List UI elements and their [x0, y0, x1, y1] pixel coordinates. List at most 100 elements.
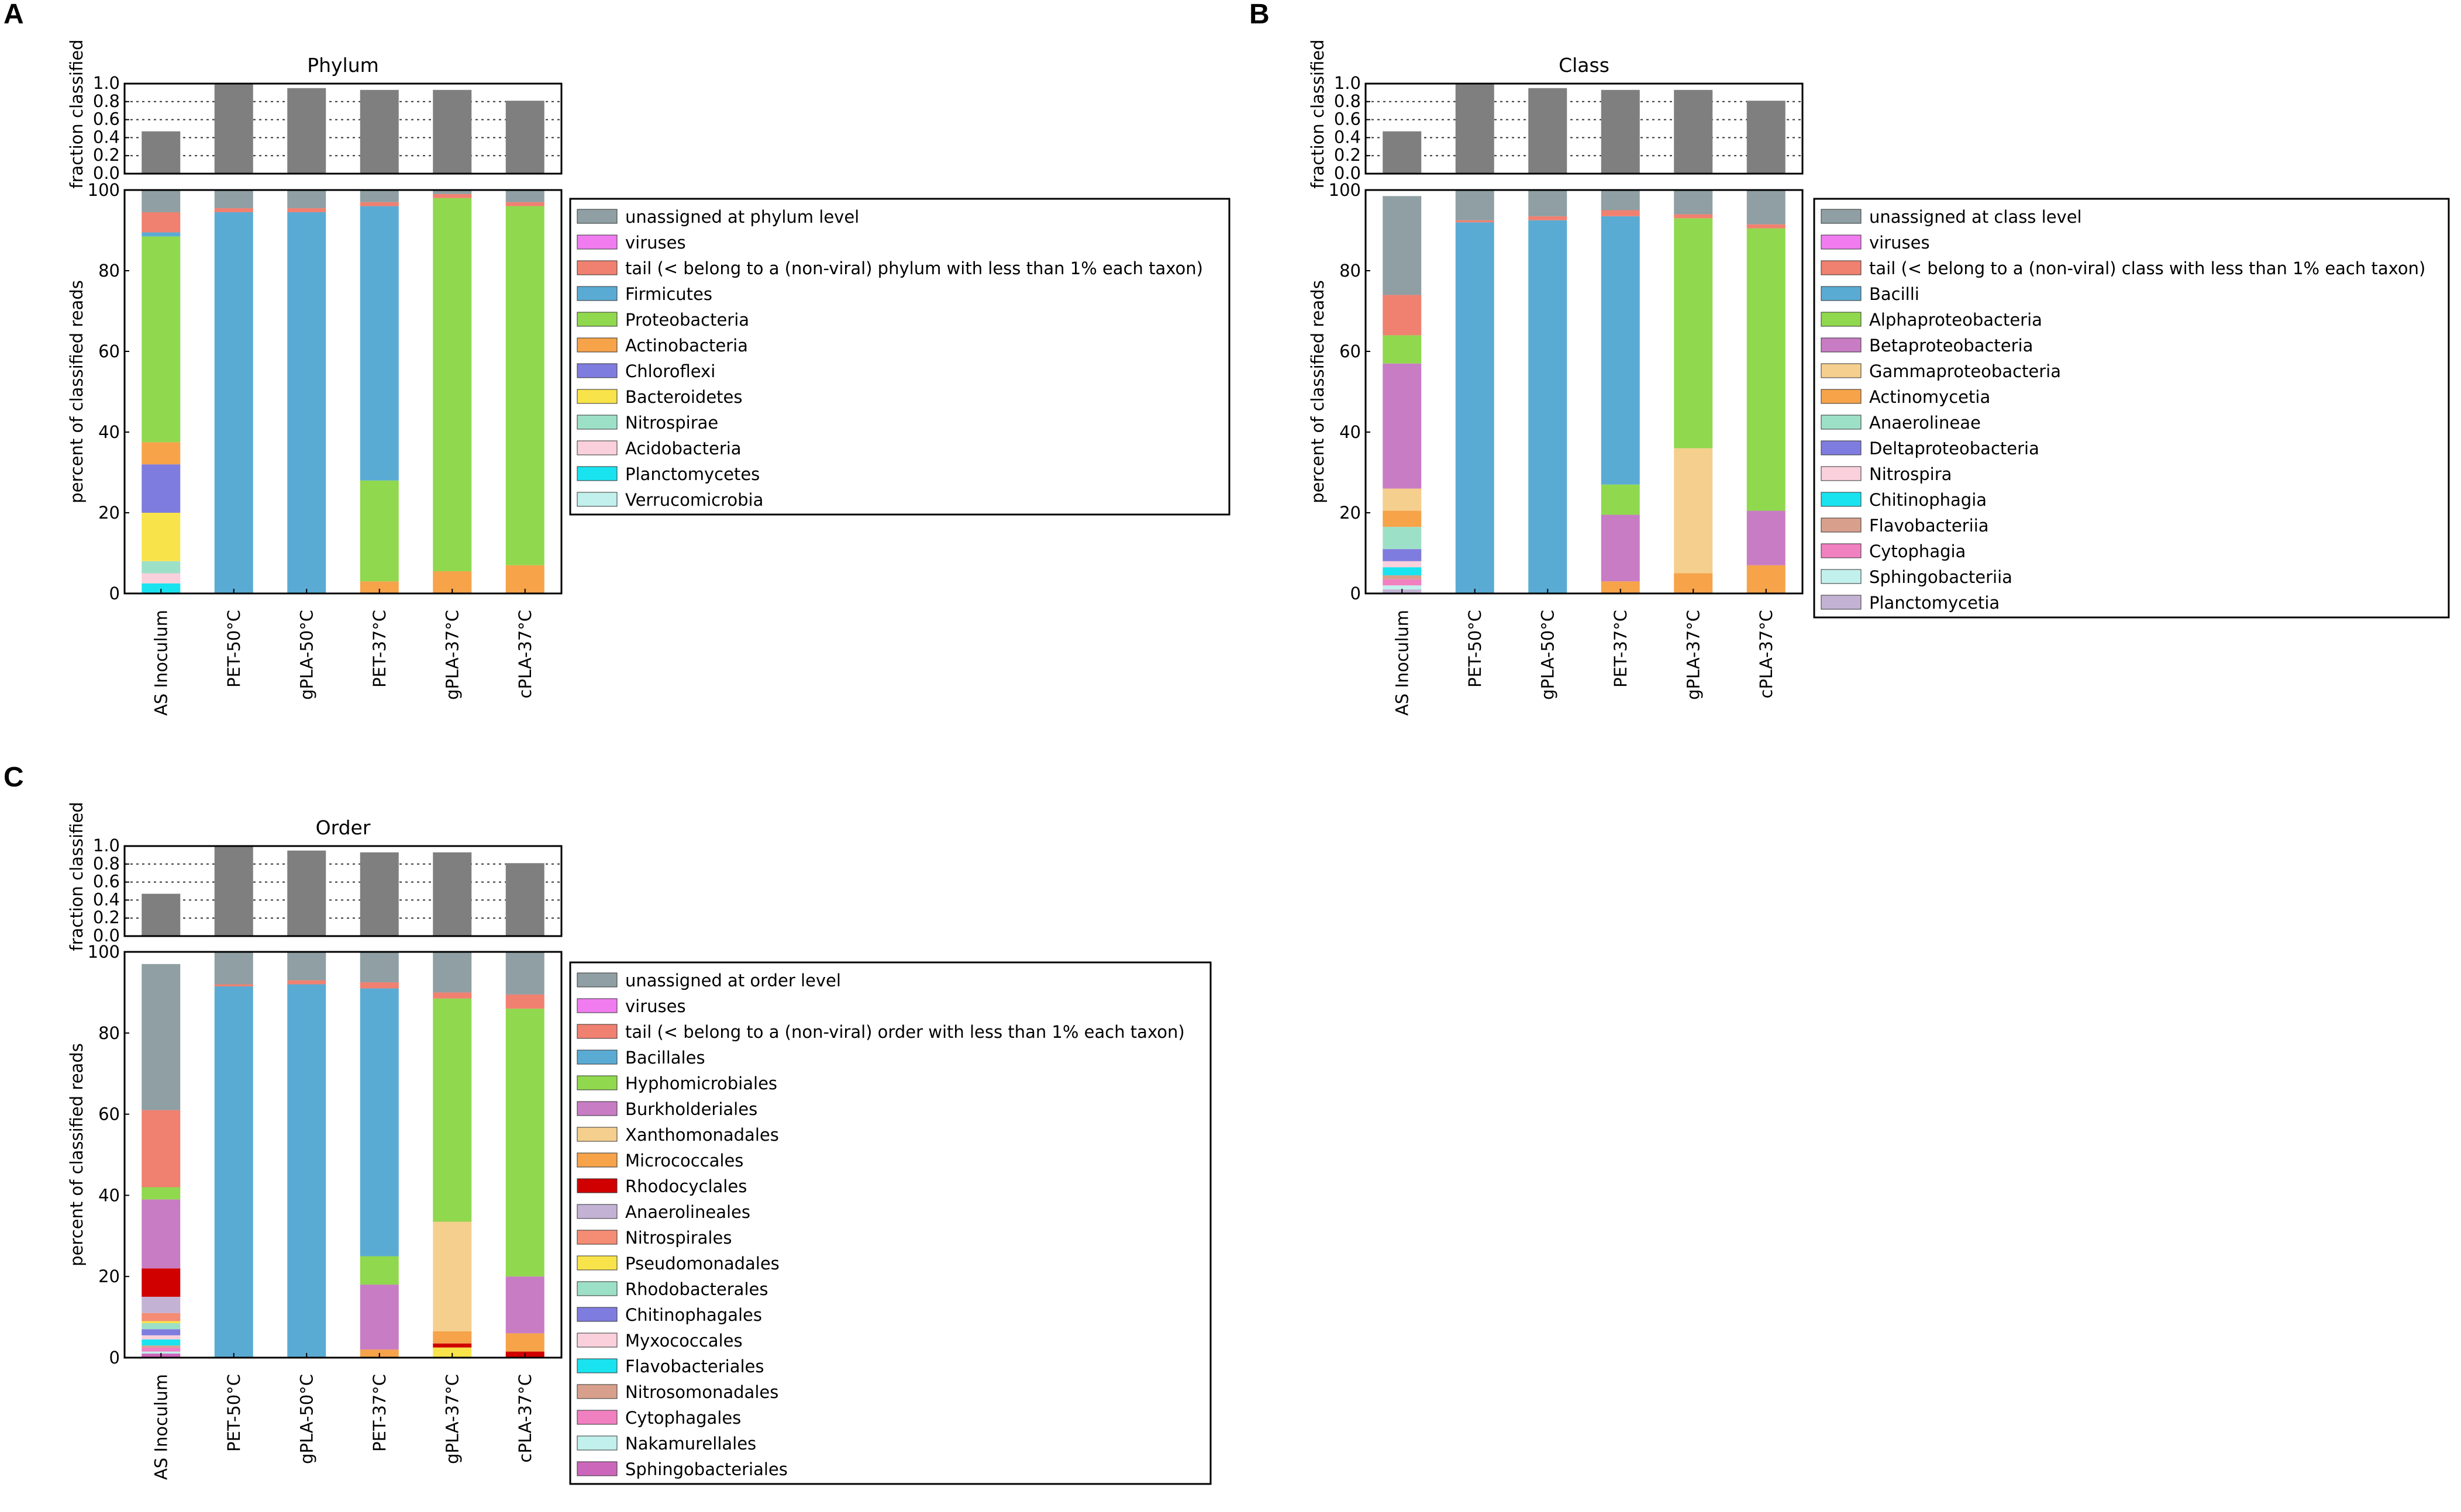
stack-segment-chloroflexi-as-inoculum: [142, 464, 181, 513]
legend-label: Flavobacteriales: [625, 1356, 764, 1376]
legend-swatch-anaerolineales: [577, 1204, 618, 1219]
top-axis-frame: [123, 82, 563, 175]
stack-segment-unassigned-at-phylum-level-cpla-37-c: [505, 190, 544, 202]
stack-segment-firmicutes-gpla-50-c: [287, 212, 326, 593]
panel-a: A Phylum 0.00.20.40.60.81.0 fraction classi…: [4, 0, 1230, 716]
legend-label: Nitrospirae: [625, 413, 718, 433]
stack-segment-betaproteobacteria-as-inoculum: [1383, 363, 1422, 489]
legend-swatch-flavobacteriia: [1821, 517, 1862, 533]
legend-swatch-gammaproteobacteria: [1821, 363, 1862, 378]
legend-swatch-tail-belong-to-a-non-viral-class-with-le: [1821, 260, 1862, 275]
top-tick-label: 0.2: [93, 145, 120, 165]
legend-swatch-flavobacteriales: [577, 1358, 618, 1373]
category-label: AS Inoculum: [151, 1374, 171, 1480]
category-label: gPLA-37°C: [1683, 610, 1703, 700]
stack-segment-tail-belong-to-a-non-viral-order-with-le-pet-37-c: [360, 982, 399, 989]
legend-swatch-proteobacteria: [577, 312, 618, 327]
stack-segment-hyphomicrobiales-gpla-37-c: [433, 998, 472, 1222]
y-tick-label: 0: [109, 1348, 120, 1368]
legend-label: Bacilli: [1869, 284, 1919, 304]
legend-swatch-sphingobacteriia: [1821, 569, 1862, 584]
legend-swatch-viruses: [577, 998, 618, 1013]
y-tick-label: 60: [98, 341, 120, 361]
y-tick-label: 100: [88, 180, 120, 200]
y-tick-label: 80: [1339, 261, 1361, 281]
category-label: gPLA-50°C: [1538, 610, 1557, 700]
fraction-bar-cpla-37-c: [1746, 101, 1786, 174]
stack-segment-bacillales-gpla-50-c: [287, 984, 326, 1358]
stack-segment-cytophagia-as-inoculum: [1383, 579, 1422, 586]
stack-segment-tail-belong-to-a-non-viral-class-with-le-pet-50-c: [1455, 220, 1494, 223]
stack-segment-gammaproteobacteria-as-inoculum: [1383, 488, 1422, 511]
stack-segment-proteobacteria-gpla-37-c: [433, 198, 472, 572]
legend-label: viruses: [625, 996, 686, 1016]
legend-label: Planctomycetia: [1869, 593, 2000, 613]
legend-label: tail (< belong to a (non-viral) class wi…: [1869, 258, 2425, 278]
legend-label: Bacteroidetes: [625, 387, 742, 407]
legend-swatch-unassigned-at-class-level: [1821, 209, 1862, 224]
fraction-bar-gpla-50-c: [1528, 88, 1567, 174]
legend-swatch-hyphomicrobiales: [577, 1075, 618, 1090]
top-axis-frame: [123, 845, 563, 937]
legend-label: Actinobacteria: [625, 336, 748, 355]
legend-label: unassigned at phylum level: [625, 207, 859, 227]
legend-swatch-xanthomonadales: [577, 1127, 618, 1142]
legend-label: unassigned at class level: [1869, 207, 2082, 227]
y-tick-label: 40: [1339, 422, 1361, 442]
stack-segment-tail-belong-to-a-non-viral-order-with-le-gpla-50-c: [287, 980, 326, 985]
stack-segment-rhodobacterales-as-inoculum: [142, 1323, 181, 1330]
stack-segment-nakamurellales-as-inoculum: [142, 1351, 181, 1354]
stack-segment-anaerolineae-as-inoculum: [1383, 527, 1422, 550]
category-label: gPLA-50°C: [297, 1374, 316, 1464]
legend-label: Chitinophagales: [625, 1305, 762, 1325]
stack-segment-actinomycetia-cpla-37-c: [1746, 565, 1786, 593]
stack-segment-betaproteobacteria-pet-37-c: [1601, 515, 1640, 582]
legend-label: Cytophagales: [625, 1408, 741, 1428]
category-label: gPLA-37°C: [442, 1374, 462, 1464]
fraction-bar-pet-50-c: [214, 847, 253, 936]
top-tick-label: 0.4: [93, 127, 120, 147]
legend-label: Sphingobacteriia: [1869, 567, 2012, 587]
stack-segment-anaerolineales-as-inoculum: [142, 1296, 181, 1313]
legend-swatch-micrococcales: [577, 1152, 618, 1168]
fraction-bar-cpla-37-c: [505, 101, 544, 174]
top-tick-label: 0.6: [93, 109, 120, 129]
top-tick-label: 0.4: [1334, 127, 1361, 147]
legend-swatch-chitinophagia: [1821, 492, 1862, 507]
stack-segment-unassigned-at-phylum-level-pet-37-c: [360, 190, 399, 202]
stack-segment-pseudomonadales-gpla-37-c: [433, 1347, 472, 1358]
stack-segment-bacilli-pet-37-c: [1601, 216, 1640, 485]
stack-segment-cytophagales-as-inoculum: [142, 1347, 181, 1352]
stack-segment-nitrospirales-as-inoculum: [142, 1313, 181, 1321]
top-tick-label: 0.0: [1334, 163, 1361, 183]
legend-label: Sphingobacteriales: [625, 1459, 788, 1479]
legend-label: Verrucomicrobia: [625, 490, 763, 510]
legend-label: Anaerolineae: [1869, 413, 1981, 433]
stack-segment-planctomycetes-as-inoculum: [142, 583, 181, 593]
main-axis-frame: [123, 189, 563, 595]
legend-swatch-verrucomicrobia: [577, 492, 618, 507]
category-label: gPLA-37°C: [442, 610, 462, 700]
stack-segment-actinobacteria-cpla-37-c: [505, 565, 544, 593]
legend-swatch-anaerolineae: [1821, 415, 1862, 430]
stack-segment-unassigned-at-class-level-cpla-37-c: [1746, 190, 1786, 225]
stack-segment-unassigned-at-phylum-level-as-inoculum: [142, 190, 181, 212]
stack-segment-proteobacteria-pet-37-c: [360, 480, 399, 582]
top-tick-label: 0.6: [93, 872, 120, 892]
stack-segment-unassigned-at-order-level-cpla-37-c: [505, 952, 544, 995]
legend-label: Gammaproteobacteria: [1869, 361, 2061, 381]
stack-segment-bacilli-gpla-50-c: [1528, 220, 1567, 593]
legend-label: Planctomycetes: [625, 464, 760, 484]
legend-label: Nakamurellales: [625, 1434, 756, 1454]
legend-swatch-actinobacteria: [577, 337, 618, 353]
fraction-bar-gpla-37-c: [433, 852, 472, 936]
stack-segment-chitinophagia-as-inoculum: [1383, 567, 1422, 575]
main-axis-label: percent of classified reads: [67, 1043, 87, 1266]
legend-label: Betaproteobacteria: [1869, 336, 2033, 355]
top-axis-label: fraction classified: [67, 802, 87, 951]
category-label: cPLA-37°C: [515, 1374, 535, 1463]
legend-label: viruses: [625, 233, 686, 253]
y-tick-label: 20: [1339, 503, 1361, 523]
stack-segment-tail-belong-to-a-non-viral-phylum-with-l-gpla-37-c: [433, 194, 472, 198]
y-tick-label: 80: [98, 1023, 120, 1043]
